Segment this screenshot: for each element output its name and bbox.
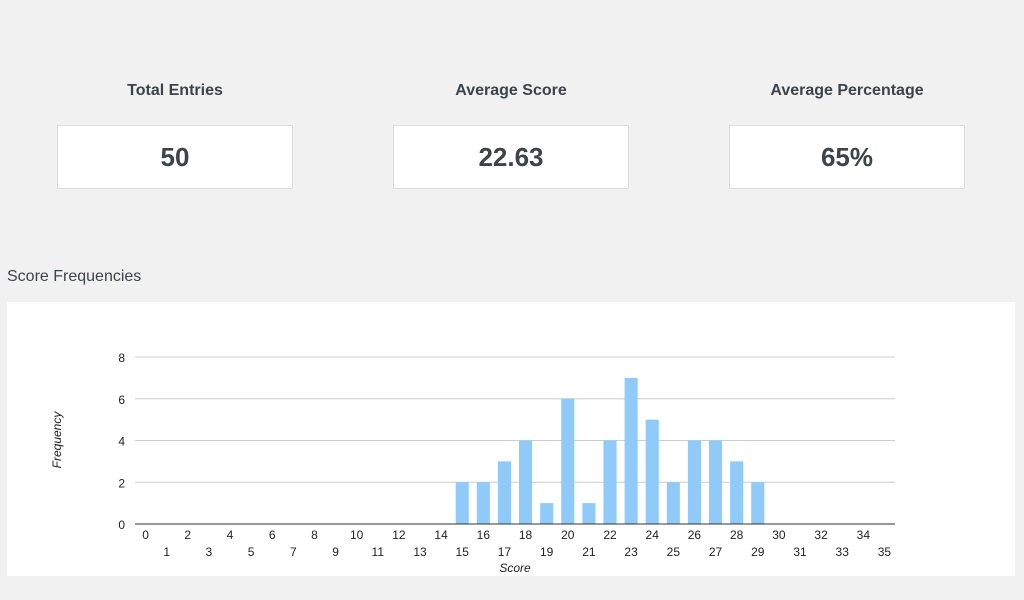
stat-label: Average Percentage — [770, 82, 924, 99]
x-tick-label: 15 — [456, 545, 470, 559]
y-tick-label: 6 — [118, 393, 125, 407]
stat-label: Total Entries — [127, 82, 223, 99]
section-title: Score Frequencies — [7, 268, 142, 285]
x-tick-label: 19 — [540, 545, 554, 559]
bar — [519, 440, 533, 524]
chart-panel: 0 2 4 6 8 0 1 2 3 4 5 6 7 8 9 10 11 12 13 14 15 16 17 18 19 20 21 2… — [7, 302, 1015, 576]
x-tick-label: 2 — [184, 528, 191, 542]
y-tick-label: 4 — [118, 435, 125, 449]
bar — [645, 419, 659, 524]
x-tick-label: 8 — [311, 528, 318, 542]
x-tick-label: 27 — [709, 545, 723, 559]
x-tick-label: 9 — [332, 545, 339, 559]
x-tick-label: 14 — [434, 528, 448, 542]
bar — [497, 461, 511, 524]
bar — [476, 482, 490, 524]
bar — [666, 482, 680, 524]
stat-value: 22.63 — [393, 125, 629, 189]
y-tick-label: 8 — [118, 351, 125, 365]
bar — [730, 461, 744, 524]
x-tick-label: 10 — [350, 528, 364, 542]
x-tick-label: 6 — [269, 528, 276, 542]
x-tick-label: 34 — [857, 528, 871, 542]
x-tick-label: 25 — [667, 545, 681, 559]
x-tick-label: 20 — [561, 528, 575, 542]
x-tick-label: 13 — [413, 545, 427, 559]
x-tick-label: 33 — [836, 545, 850, 559]
x-tick-label: 24 — [646, 528, 660, 542]
x-tick-label: 23 — [624, 545, 638, 559]
x-tick-label: 11 — [372, 545, 385, 559]
x-axis-title: Score — [499, 561, 531, 575]
x-tick-label: 17 — [498, 545, 512, 559]
x-tick-label: 12 — [392, 528, 406, 542]
bar — [540, 503, 554, 524]
bar — [709, 440, 723, 524]
x-tick-label: 30 — [772, 528, 786, 542]
x-tick-label: 31 — [793, 545, 807, 559]
y-axis-title: Frequency — [50, 411, 64, 469]
x-tick-label: 3 — [206, 545, 213, 559]
x-tick-label: 0 — [142, 528, 149, 542]
stats-row: Total Entries 50 Average Score 22.63 Ave… — [0, 0, 1024, 200]
x-tick-label: 29 — [751, 545, 765, 559]
y-tick-label: 0 — [118, 518, 125, 532]
x-tick-label: 16 — [477, 528, 491, 542]
stat-label: Average Score — [455, 82, 567, 99]
x-tick-label: 5 — [248, 545, 255, 559]
x-tick-label: 21 — [582, 545, 596, 559]
stat-value: 50 — [57, 125, 293, 189]
x-tick-label: 26 — [688, 528, 702, 542]
bar — [624, 377, 638, 524]
stat-value: 65% — [729, 125, 965, 189]
bar — [582, 503, 596, 524]
bar — [687, 440, 701, 524]
x-tick-label: 4 — [227, 528, 234, 542]
x-tick-label: 22 — [603, 528, 617, 542]
score-frequency-chart: 0246801234567891011121314151617181920212… — [50, 351, 895, 575]
y-tick-label: 2 — [118, 476, 125, 490]
x-tick-label: 1 — [163, 545, 170, 559]
bar — [561, 398, 575, 524]
x-tick-label: 7 — [290, 545, 297, 559]
x-tick-label: 32 — [814, 528, 828, 542]
bar — [603, 440, 617, 524]
x-tick-label: 28 — [730, 528, 744, 542]
bar — [455, 482, 469, 524]
x-tick-label: 35 — [878, 545, 892, 559]
bar — [751, 482, 765, 524]
x-tick-label: 18 — [519, 528, 533, 542]
